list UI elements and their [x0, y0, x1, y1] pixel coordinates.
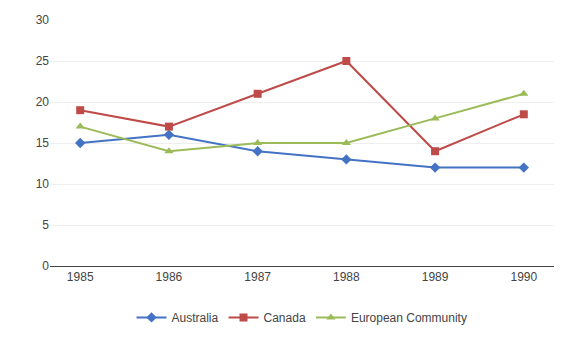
svg-text:0: 0 — [42, 259, 49, 273]
svg-text:30: 30 — [36, 13, 50, 27]
svg-text:1988: 1988 — [333, 270, 360, 284]
svg-text:25: 25 — [36, 54, 50, 68]
svg-text:10: 10 — [36, 177, 50, 191]
svg-text:1985: 1985 — [67, 270, 94, 284]
svg-text:15: 15 — [36, 136, 50, 150]
svg-text:5: 5 — [42, 218, 49, 232]
svg-text:20: 20 — [36, 95, 50, 109]
svg-text:European Community: European Community — [351, 311, 467, 325]
svg-text:1987: 1987 — [244, 270, 271, 284]
svg-text:Australia: Australia — [172, 311, 219, 325]
svg-text:Canada: Canada — [264, 311, 306, 325]
svg-text:1986: 1986 — [156, 270, 183, 284]
svg-text:1990: 1990 — [510, 270, 537, 284]
svg-text:1989: 1989 — [422, 270, 449, 284]
